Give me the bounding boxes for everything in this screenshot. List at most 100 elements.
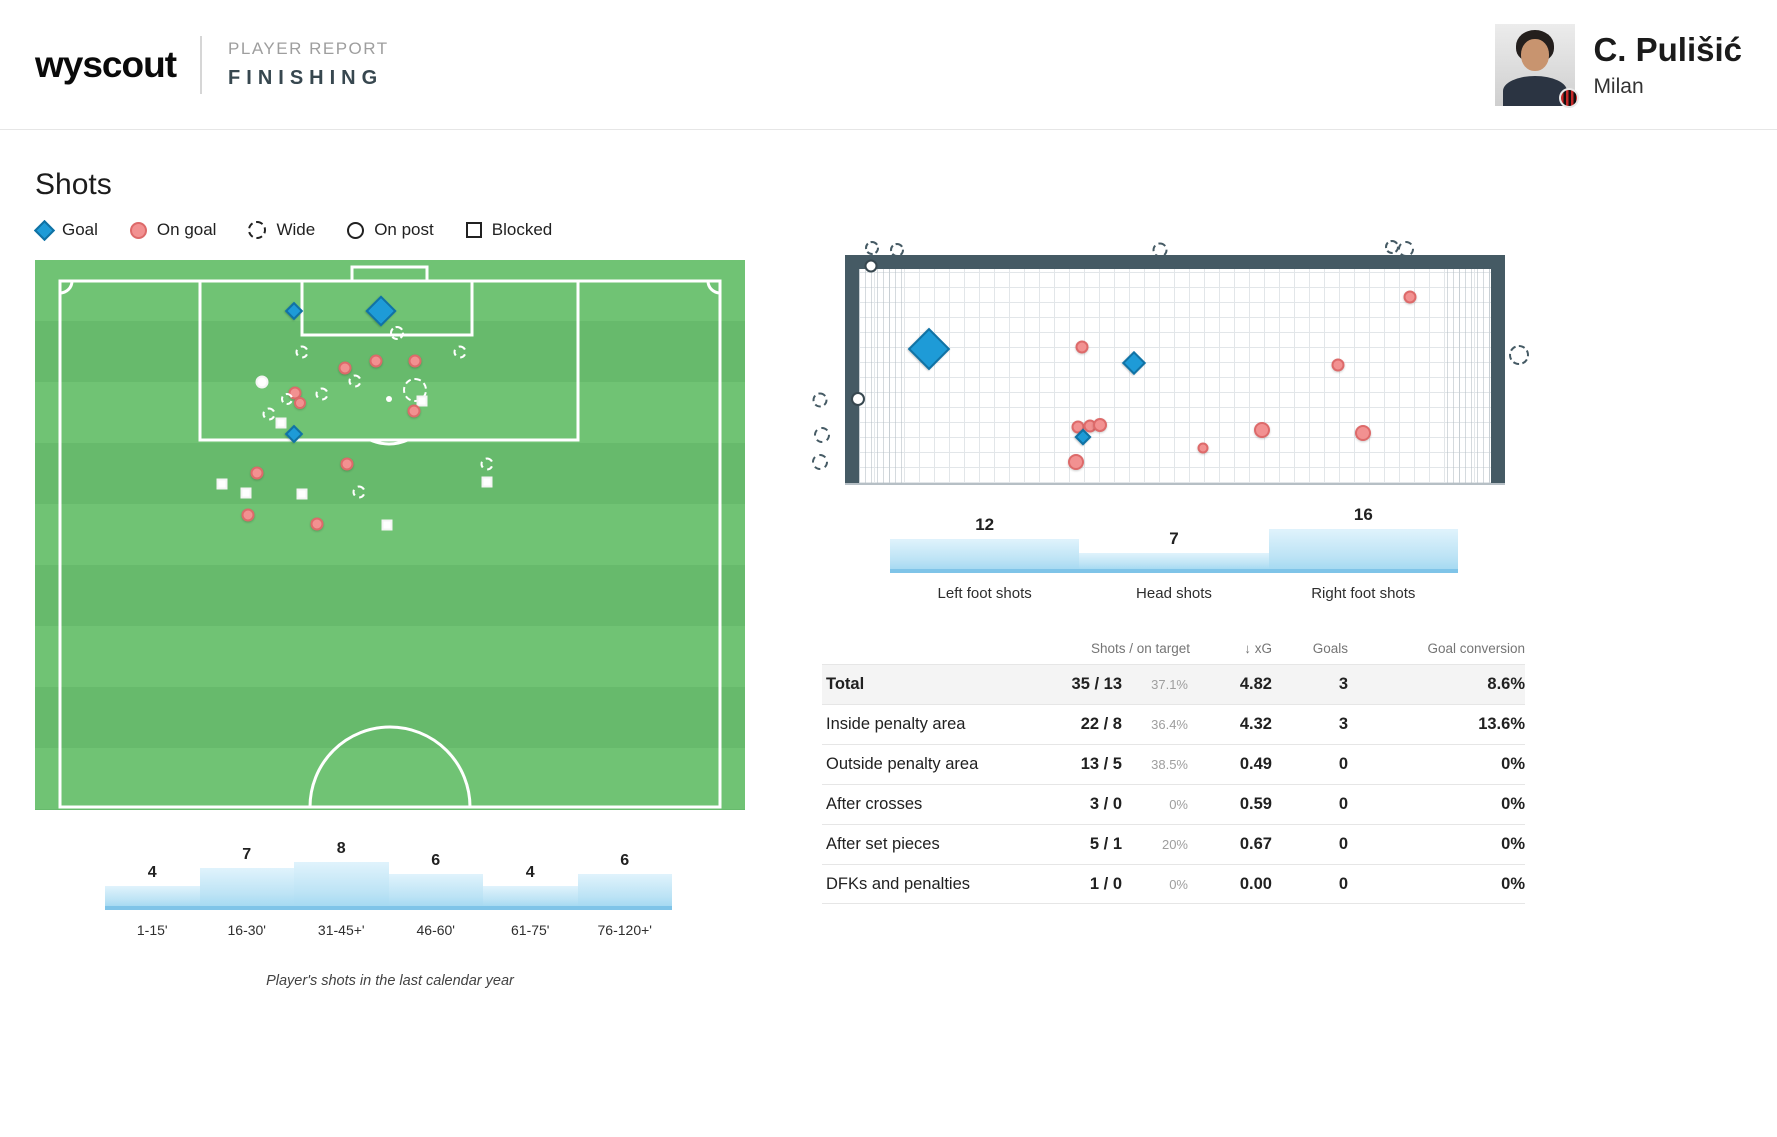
shot-marker-on-goal[interactable] <box>1254 422 1271 439</box>
shot-marker-on-post[interactable] <box>255 375 269 389</box>
table-row-after-set-pieces: After set pieces 5 / 1 20% 0.67 0 0% <box>822 824 1525 864</box>
shot-marker-on-goal[interactable] <box>1197 442 1209 454</box>
shot-marker-goal[interactable] <box>284 424 304 443</box>
legend-item-on-goal: On goal <box>129 220 216 240</box>
bar-column-head-shots: 7 Head shots <box>1079 505 1269 602</box>
goal-legend-icon <box>33 219 56 241</box>
shot-marker-on-post[interactable] <box>851 391 866 406</box>
shot-marker-on-goal[interactable] <box>250 466 264 480</box>
shot-marker-on-goal[interactable] <box>1093 417 1108 432</box>
bar <box>483 886 578 910</box>
bar-label: 16-30' <box>227 922 266 938</box>
shot-marker-goal[interactable] <box>907 327 951 371</box>
shot-marker-wide[interactable] <box>1152 242 1168 258</box>
bar-value: 7 <box>242 846 252 863</box>
shot-marker-goal[interactable] <box>365 295 397 327</box>
shot-stats-table: Shots / on target ↓ xG Goals Goal conversio… <box>822 632 1525 904</box>
bar-value: 8 <box>336 840 346 857</box>
shot-marker-on-goal[interactable] <box>1354 424 1371 441</box>
bar-label: 1-15' <box>136 922 168 938</box>
shot-marker-wide[interactable] <box>890 243 905 258</box>
shot-marker-wide[interactable] <box>295 345 309 359</box>
goals-value: 0 <box>1338 874 1348 893</box>
legend-item-goal: Goal <box>33 219 98 241</box>
bar-value: 4 <box>147 864 157 881</box>
column-header-goal-conversion: Goal conversion <box>1427 640 1525 656</box>
goal-conversion-value: 0% <box>1501 874 1525 893</box>
shot-marker-on-goal[interactable] <box>369 354 383 368</box>
shot-marker-wide[interactable] <box>315 387 329 401</box>
goal-conversion-value: 13.6% <box>1478 715 1525 733</box>
shot-marker-wide[interactable] <box>1384 239 1399 254</box>
shot-marker-blocked[interactable] <box>481 476 493 488</box>
shot-marker-wide[interactable] <box>262 407 276 421</box>
bar <box>388 874 483 910</box>
shots-on-target-value: 22 / 8 <box>1080 715 1122 733</box>
shot-marker-wide[interactable] <box>281 393 294 406</box>
shot-marker-wide[interactable] <box>390 326 405 341</box>
shot-marker-blocked[interactable] <box>416 395 428 407</box>
shot-marker-blocked[interactable] <box>275 417 287 429</box>
shot-marker-wide[interactable] <box>1398 241 1415 258</box>
shot-marker-wide[interactable] <box>1509 345 1530 366</box>
legend-label: On post <box>374 220 434 239</box>
pitch-caption: Player's shots in the last calendar year <box>266 973 514 989</box>
legend-item-wide: Wide <box>248 220 315 240</box>
shot-marker-blocked[interactable] <box>240 487 252 499</box>
shot-marker-blocked[interactable] <box>216 478 228 490</box>
shot-marker-wide[interactable] <box>453 345 467 359</box>
xg-value: 0.00 <box>1239 874 1272 893</box>
shot-marker-on-goal[interactable] <box>408 354 422 368</box>
goal-line <box>845 483 1505 485</box>
shot-marker-on-goal[interactable] <box>310 517 324 531</box>
goal-conversion-value: 0% <box>1501 755 1525 773</box>
shot-marker-on-goal[interactable] <box>1403 290 1417 304</box>
legend-item-blocked: Blocked <box>465 220 552 240</box>
shot-marker-wide[interactable] <box>812 453 829 470</box>
goals-value: 3 <box>1338 675 1348 693</box>
xg-value: 0.49 <box>1239 755 1272 773</box>
shot-marker-goal[interactable] <box>284 301 304 321</box>
player-name: C. Pulišić <box>1593 30 1742 68</box>
bar-zone: 8 <box>294 840 389 910</box>
column-header-goals: Goals <box>1312 640 1348 656</box>
pitch-shot-markers <box>35 260 745 810</box>
shot-marker-on-goal[interactable] <box>293 397 306 409</box>
shot-marker-wide[interactable] <box>352 485 366 499</box>
shot-marker-wide[interactable] <box>480 457 494 471</box>
on-goal-legend-icon <box>129 221 147 239</box>
bar-label: Left foot shots <box>937 585 1032 602</box>
shots-on-target-value: 13 / 5 <box>1080 755 1122 773</box>
goal-conversion-value: 0% <box>1501 835 1525 853</box>
shot-marker-on-goal[interactable] <box>1067 453 1084 470</box>
report-header: wyscout PLAYER REPORT FINISHING C. Puliš… <box>0 0 1777 130</box>
shot-marker-on-post[interactable] <box>864 259 878 273</box>
goals-value: 0 <box>1338 835 1348 853</box>
shot-marker-wide[interactable] <box>814 426 831 443</box>
shot-marker-wide[interactable] <box>402 377 427 402</box>
bar-label: 76-120+' <box>597 922 652 938</box>
goals-value: 0 <box>1338 755 1348 773</box>
shot-marker-wide[interactable] <box>348 374 362 388</box>
shot-marker-goal[interactable] <box>1121 350 1147 376</box>
shot-marker-on-goal[interactable] <box>1331 358 1345 372</box>
shot-marker-wide[interactable] <box>864 241 879 255</box>
column-header-xg: ↓ xG <box>1244 640 1272 656</box>
on-target-percent: 37.1% <box>1151 677 1188 692</box>
shot-map-pitch <box>35 260 745 810</box>
shot-marker-on-goal[interactable] <box>241 508 255 522</box>
shot-marker-on-goal[interactable] <box>338 361 352 375</box>
player-names: C. Pulišić Milan <box>1593 31 1742 99</box>
bar-value: 7 <box>1169 529 1179 549</box>
shot-marker-on-goal[interactable] <box>340 457 354 471</box>
avatar-torso <box>1503 75 1568 106</box>
bar-value: 4 <box>525 864 535 881</box>
wide-legend-icon <box>248 221 267 239</box>
shot-marker-blocked[interactable] <box>381 519 393 531</box>
shot-marker-blocked[interactable] <box>296 488 308 500</box>
bar-zone: 4 <box>483 840 578 910</box>
shot-marker-wide[interactable] <box>812 392 828 408</box>
goal-conversion-value: 0% <box>1501 795 1525 813</box>
shot-marker-on-goal[interactable] <box>1075 340 1089 354</box>
shot-marker-on-goal[interactable] <box>407 404 421 418</box>
